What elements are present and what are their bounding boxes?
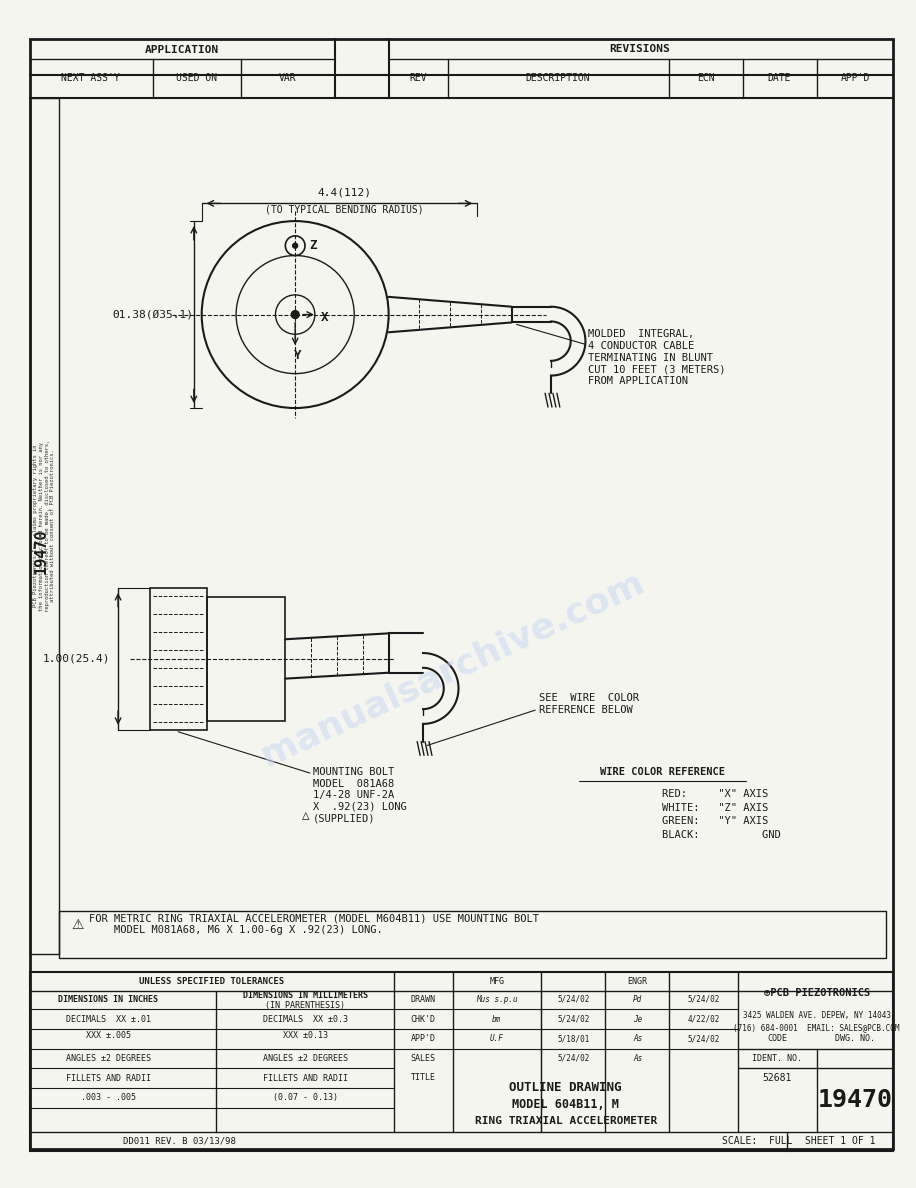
Text: 5/24/02: 5/24/02: [687, 1035, 720, 1043]
Text: Pd: Pd: [633, 994, 642, 1004]
Text: RING TRIAXIAL ACCELEROMETER: RING TRIAXIAL ACCELEROMETER: [474, 1117, 657, 1126]
Bar: [59, 911, 886, 958]
Text: Je: Je: [633, 1015, 642, 1024]
Circle shape: [293, 244, 298, 248]
Text: X: X: [321, 311, 329, 324]
Text: DIMENSIONS IN INCHES: DIMENSIONS IN INCHES: [59, 994, 158, 1004]
Text: 5/18/01: 5/18/01: [558, 1035, 590, 1043]
Text: DECIMALS  XX ±0.3: DECIMALS XX ±0.3: [263, 1015, 347, 1024]
Text: FOR METRIC RING TRIAXIAL ACCELEROMETER (MODEL M604B11) USE MOUNTING BOLT
    MOD: FOR METRIC RING TRIAXIAL ACCELEROMETER (…: [89, 914, 539, 935]
Text: Mus s.p.u: Mus s.p.u: [476, 994, 518, 1004]
Text: (TO TYPICAL BENDING RADIUS): (TO TYPICAL BENDING RADIUS): [265, 204, 424, 214]
Text: DD011 REV. B 03/13/98: DD011 REV. B 03/13/98: [123, 1137, 235, 1145]
Text: bm: bm: [492, 1015, 501, 1024]
Text: 4/22/02: 4/22/02: [687, 1015, 720, 1024]
Text: REVISIONS: REVISIONS: [609, 44, 670, 53]
Text: ⊕PCB PIEZOTRONICS: ⊕PCB PIEZOTRONICS: [764, 988, 870, 998]
Text: 4.4(112): 4.4(112): [317, 188, 371, 197]
Text: 1.00(25.4): 1.00(25.4): [43, 653, 111, 664]
Bar: [29, 972, 893, 1151]
Text: MOLDED  INTEGRAL,
4 CONDUCTOR CABLE
TERMINATING IN BLUNT
CUT 10 FEET (3 METERS)
: MOLDED INTEGRAL, 4 CONDUCTOR CABLE TERMI…: [588, 329, 725, 386]
Text: UNLESS SPECIFIED TOLERANCES: UNLESS SPECIFIED TOLERANCES: [139, 978, 284, 986]
Text: TITLE: TITLE: [410, 1073, 436, 1081]
Text: USED ON: USED ON: [176, 74, 217, 83]
Text: .003 - .005: .003 - .005: [81, 1093, 136, 1102]
Text: MFG: MFG: [489, 978, 505, 986]
Text: XXX ±.005: XXX ±.005: [86, 1031, 131, 1041]
Text: VAR: VAR: [278, 74, 296, 83]
Text: 3425 WALDEN AVE. DEPEW, NY 14043: 3425 WALDEN AVE. DEPEW, NY 14043: [743, 1011, 890, 1019]
Text: OUTLINE DRAWING: OUTLINE DRAWING: [509, 1081, 622, 1094]
Text: WIRE COLOR REFERENCE: WIRE COLOR REFERENCE: [600, 767, 725, 777]
Text: 5/24/02: 5/24/02: [558, 994, 590, 1004]
Text: DATE: DATE: [768, 74, 791, 83]
Text: SCALE:  FULL: SCALE: FULL: [723, 1136, 793, 1146]
Text: FILLETS AND RADII: FILLETS AND RADII: [66, 1074, 151, 1082]
Text: XXX ±0.13: XXX ±0.13: [282, 1031, 328, 1041]
Text: ⚠: ⚠: [71, 917, 83, 931]
Text: DIMENSIONS IN MILLIMETERS: DIMENSIONS IN MILLIMETERS: [243, 991, 367, 1000]
Text: Θ1.38(Ø35.1): Θ1.38(Ø35.1): [112, 310, 193, 320]
Text: 5/24/02: 5/24/02: [558, 1015, 590, 1024]
Text: SALES: SALES: [410, 1054, 436, 1063]
Text: APP'D: APP'D: [410, 1035, 436, 1043]
Text: ENGR: ENGR: [627, 978, 648, 986]
Text: (IN PARENTHESIS): (IN PARENTHESIS): [265, 1000, 345, 1010]
Text: GREEN:   "Y" AXIS: GREEN: "Y" AXIS: [662, 816, 769, 827]
Text: ANGLES ±2 DEGREES: ANGLES ±2 DEGREES: [66, 1054, 151, 1063]
Text: SEE  WIRE  COLOR
REFERENCE BELOW: SEE WIRE COLOR REFERENCE BELOW: [540, 694, 639, 715]
Bar: [29, 99, 59, 954]
Text: PCB Piezotronics Inc. claims proprietary rights in
the information disclosed her: PCB Piezotronics Inc. claims proprietary…: [33, 440, 56, 612]
Text: MODEL 604B11, M: MODEL 604B11, M: [512, 1098, 619, 1111]
Text: 52681: 52681: [763, 1073, 792, 1083]
Text: As: As: [633, 1054, 642, 1063]
Text: (716) 684-0001  EMAIL: SALES@PCB.COM: (716) 684-0001 EMAIL: SALES@PCB.COM: [734, 1023, 900, 1032]
Text: Z: Z: [309, 239, 316, 252]
Text: NEXT ASS'Y: NEXT ASS'Y: [61, 74, 120, 83]
Text: DESCRIPTION: DESCRIPTION: [526, 74, 590, 83]
Text: APP'D: APP'D: [840, 74, 869, 83]
Text: RED:     "X" AXIS: RED: "X" AXIS: [662, 789, 769, 798]
Text: manualsarchive.com: manualsarchive.com: [256, 564, 649, 772]
Text: 19470: 19470: [34, 527, 49, 574]
Text: SHEET 1 OF 1: SHEET 1 OF 1: [805, 1136, 876, 1146]
Bar: [149, 588, 207, 729]
Text: CODE: CODE: [768, 1035, 787, 1043]
Text: WHITE:   "Z" AXIS: WHITE: "Z" AXIS: [662, 803, 769, 813]
Text: DECIMALS  XX ±.01: DECIMALS XX ±.01: [66, 1015, 151, 1024]
Text: REV: REV: [409, 74, 427, 83]
Text: (0.07 - 0.13): (0.07 - 0.13): [273, 1093, 337, 1102]
Text: BLACK:          GND: BLACK: GND: [662, 830, 781, 840]
Text: MOUNTING BOLT
MODEL  081A68
1/4-28 UNF-2A
X  .92(23) LONG
(SUPPLIED): MOUNTING BOLT MODEL 081A68 1/4-28 UNF-2A…: [313, 767, 407, 823]
Text: DRAWN: DRAWN: [410, 994, 436, 1004]
Text: 19470: 19470: [817, 1088, 892, 1112]
Text: FILLETS AND RADII: FILLETS AND RADII: [263, 1074, 347, 1082]
Text: △: △: [302, 808, 310, 821]
Text: CHK'D: CHK'D: [410, 1015, 436, 1024]
Text: ANGLES ±2 DEGREES: ANGLES ±2 DEGREES: [263, 1054, 347, 1063]
Text: DWG. NO.: DWG. NO.: [835, 1035, 875, 1043]
Circle shape: [291, 310, 300, 318]
Text: ECN: ECN: [697, 74, 714, 83]
Text: 5/24/02: 5/24/02: [687, 994, 720, 1004]
Text: 5/24/02: 5/24/02: [558, 1054, 590, 1063]
Text: APPLICATION: APPLICATION: [145, 45, 219, 55]
Text: U.F: U.F: [490, 1035, 504, 1043]
Text: IDENT. NO.: IDENT. NO.: [752, 1054, 802, 1063]
Bar: [207, 596, 285, 721]
Text: As: As: [633, 1035, 642, 1043]
Text: Y: Y: [294, 349, 302, 362]
